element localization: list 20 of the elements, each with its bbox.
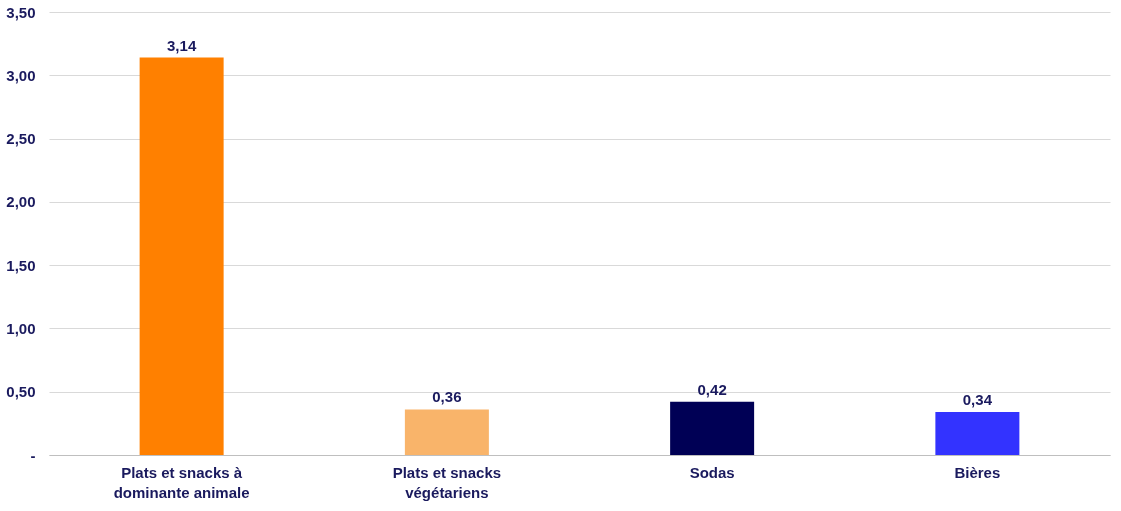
bar <box>935 411 1020 455</box>
x-tick-label: Sodas <box>689 463 735 481</box>
x-tick-label: Bières <box>954 463 1001 481</box>
y-tick-label: 3,00 <box>6 66 36 84</box>
x-tick-label: Plats et snacks à dominante animale <box>113 463 250 501</box>
data-label: 0,36 <box>432 388 462 406</box>
bar <box>139 57 224 455</box>
y-tick-label: 1,00 <box>6 319 36 337</box>
bar <box>404 409 489 455</box>
y-tick-label: 3,50 <box>6 3 36 21</box>
data-label: 3,14 <box>167 36 197 54</box>
y-tick-label: 1,50 <box>6 256 36 274</box>
data-label: 0,42 <box>697 380 727 398</box>
y-tick-label: 2,50 <box>6 130 36 148</box>
bar <box>670 401 755 455</box>
y-tick-label: 0,50 <box>6 383 36 401</box>
y-tick-label: - <box>30 446 36 464</box>
y-tick-label: 2,00 <box>6 193 36 211</box>
data-label: 0,34 <box>962 390 993 408</box>
x-tick-label: Plats et snacks végétariens <box>392 463 502 501</box>
